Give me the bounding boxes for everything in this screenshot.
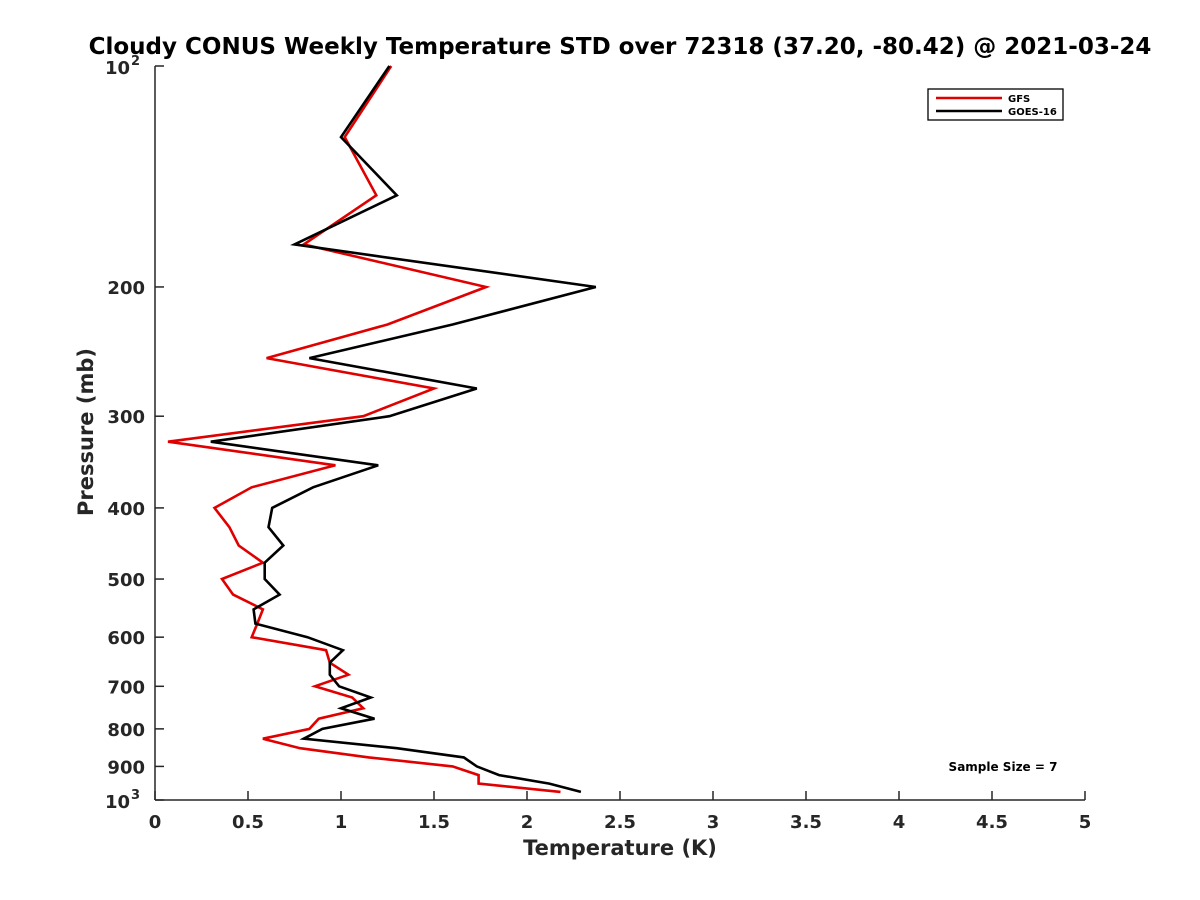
y-tick-label: 700 — [107, 677, 145, 698]
y-tick-label: 500 — [107, 570, 145, 591]
legend-label: GOES-16 — [1008, 107, 1057, 118]
x-tick-label: 1.5 — [418, 812, 450, 833]
y-tick-label-power: 10 — [105, 792, 130, 813]
x-tick-label: 2.5 — [604, 812, 636, 833]
y-tick-label-exponent: 2 — [131, 54, 140, 69]
x-tick-label: 0.5 — [232, 812, 264, 833]
axes — [154, 66, 1085, 801]
sample-size-annotation: Sample Size = 7 — [949, 760, 1058, 774]
x-tick-label: 4.5 — [976, 812, 1008, 833]
x-tick-label: 3.5 — [790, 812, 822, 833]
x-tick-label: 1 — [335, 812, 348, 833]
y-tick-label-power: 10 — [105, 58, 130, 79]
legend-box — [927, 88, 1064, 121]
y-tick-label: 800 — [107, 720, 145, 741]
y-tick-label: 200 — [107, 278, 145, 299]
series-line-goes-16 — [210, 65, 597, 794]
x-axis-label: Temperature (K) — [523, 836, 717, 860]
y-tick-label: 400 — [107, 499, 145, 520]
x-tick-label: 0 — [149, 812, 162, 833]
y-tick-label-exponent: 3 — [131, 788, 140, 803]
plot-lines — [167, 65, 597, 794]
chart-title: Cloudy CONUS Weekly Temperature STD over… — [89, 34, 1152, 60]
x-tick-label: 4 — [893, 812, 906, 833]
y-tick-label: 900 — [107, 757, 145, 778]
legend-label: GFS — [1008, 94, 1030, 105]
y-tick-label: 300 — [107, 407, 145, 428]
x-tick-label: 5 — [1079, 812, 1092, 833]
x-ticks: 0 0.5 1 1.5 2 2.5 3 3.5 4 4.5 5 — [149, 791, 1092, 833]
legend: GFS GOES-16 — [927, 88, 1064, 121]
x-tick-label: 2 — [521, 812, 534, 833]
y-tick-label: 600 — [107, 628, 145, 649]
y-axis-label: Pressure (mb) — [74, 348, 98, 516]
series-line-gfs — [167, 65, 561, 794]
x-tick-label: 3 — [707, 812, 720, 833]
